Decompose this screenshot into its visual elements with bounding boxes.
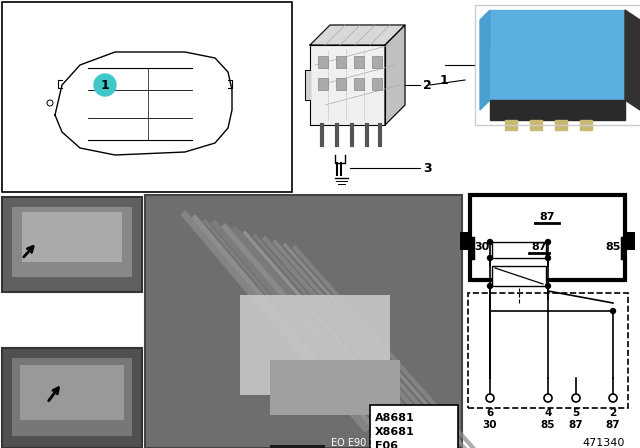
- Bar: [2, 348, 142, 448]
- Polygon shape: [310, 45, 385, 125]
- Bar: [318, 56, 328, 68]
- Bar: [354, 78, 364, 90]
- Bar: [2, 197, 142, 292]
- Circle shape: [611, 309, 616, 314]
- Bar: [145, 195, 462, 448]
- Text: 3: 3: [423, 161, 431, 175]
- Circle shape: [545, 255, 550, 260]
- Bar: [240, 295, 390, 395]
- Text: 87: 87: [569, 420, 583, 430]
- Text: 87: 87: [605, 420, 620, 430]
- Bar: [270, 445, 325, 448]
- Polygon shape: [530, 120, 542, 130]
- Bar: [22, 212, 122, 262]
- Text: 30: 30: [483, 420, 497, 430]
- Text: 4: 4: [544, 408, 552, 418]
- Bar: [470, 195, 625, 280]
- Text: EO E90 12 0009: EO E90 12 0009: [331, 438, 409, 448]
- Bar: [270, 360, 400, 415]
- Bar: [625, 232, 635, 250]
- Bar: [372, 56, 382, 68]
- Circle shape: [545, 284, 550, 289]
- Text: A8681: A8681: [375, 413, 415, 423]
- Polygon shape: [385, 25, 405, 125]
- Text: 2: 2: [609, 408, 616, 418]
- Bar: [336, 78, 346, 90]
- Circle shape: [609, 394, 617, 402]
- Bar: [354, 56, 364, 68]
- Bar: [372, 78, 382, 90]
- Text: 30: 30: [474, 242, 490, 252]
- Text: X8681: X8681: [375, 427, 415, 437]
- Text: 87: 87: [531, 242, 547, 252]
- Text: 1: 1: [100, 78, 109, 91]
- Text: F06: F06: [375, 441, 398, 448]
- Circle shape: [544, 394, 552, 402]
- Circle shape: [488, 240, 493, 245]
- Bar: [20, 365, 124, 420]
- Polygon shape: [490, 50, 625, 100]
- Text: 471340: 471340: [582, 438, 625, 448]
- Text: 1: 1: [440, 73, 449, 86]
- Polygon shape: [625, 10, 640, 110]
- Circle shape: [545, 240, 550, 245]
- Circle shape: [94, 74, 116, 96]
- Text: 5: 5: [572, 408, 580, 418]
- Circle shape: [488, 284, 493, 289]
- Text: 2: 2: [423, 78, 432, 91]
- Bar: [492, 242, 546, 258]
- Polygon shape: [310, 25, 405, 45]
- Text: 85: 85: [605, 242, 621, 252]
- Polygon shape: [505, 120, 517, 130]
- Bar: [336, 56, 346, 68]
- Text: 6: 6: [486, 408, 493, 418]
- Bar: [475, 5, 640, 125]
- Bar: [460, 232, 470, 250]
- Polygon shape: [490, 10, 625, 50]
- Text: 87: 87: [540, 212, 555, 222]
- Bar: [468, 293, 628, 408]
- Bar: [2, 2, 292, 192]
- Text: 85: 85: [541, 420, 556, 430]
- Bar: [492, 266, 546, 286]
- Bar: [12, 207, 132, 277]
- Bar: [12, 358, 132, 436]
- Bar: [370, 405, 458, 448]
- Polygon shape: [580, 120, 592, 130]
- Circle shape: [486, 394, 494, 402]
- Polygon shape: [305, 70, 310, 100]
- Circle shape: [572, 394, 580, 402]
- Bar: [318, 78, 328, 90]
- Polygon shape: [490, 100, 625, 120]
- Polygon shape: [480, 10, 490, 110]
- Polygon shape: [555, 120, 567, 130]
- Circle shape: [488, 255, 493, 260]
